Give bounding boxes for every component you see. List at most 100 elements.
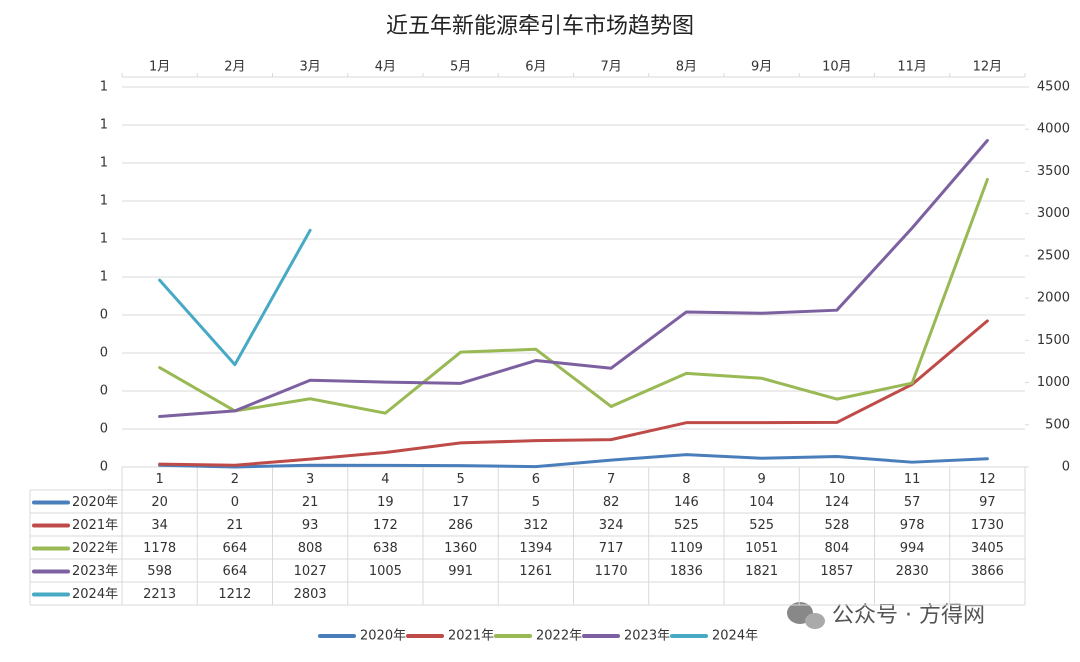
y-tick-label: 1 <box>100 232 108 247</box>
table-cell: 1178 <box>143 541 176 556</box>
x-tick-label: 5 <box>456 472 464 487</box>
table-cell: 93 <box>302 518 319 533</box>
y2-tick-label: 3000 <box>1037 206 1070 221</box>
table-cell: 1394 <box>519 541 552 556</box>
chart-title: 近五年新能源牵引车市场趋势图 <box>386 14 694 39</box>
table-cell: 3866 <box>971 564 1004 579</box>
table-cell: 1109 <box>670 541 703 556</box>
legend-label: 2021年 <box>448 629 494 644</box>
table-cell: 21 <box>227 518 244 533</box>
legend-label: 2022年 <box>536 629 582 644</box>
table-cell: 1857 <box>820 564 853 579</box>
x-tick-label: 7 <box>607 472 615 487</box>
x2-tick-label: 10月 <box>822 60 852 75</box>
table-cell: 57 <box>904 495 921 510</box>
table-cell: 104 <box>749 495 774 510</box>
table-cell: 124 <box>824 495 849 510</box>
y-tick-label: 1 <box>100 156 108 171</box>
watermark: 公众号 · 方得网 <box>787 602 985 629</box>
x-tick-label: 12 <box>979 472 996 487</box>
table-row-label: 2022年 <box>72 541 118 556</box>
table-row-label: 2023年 <box>72 564 118 579</box>
table-row-label: 2024年 <box>72 587 118 602</box>
table-cell: 2803 <box>294 587 327 602</box>
x-tick-label: 3 <box>306 472 314 487</box>
table-cell: 1836 <box>670 564 703 579</box>
table-cell: 804 <box>824 541 849 556</box>
table-cell: 2830 <box>896 564 929 579</box>
table-cell: 21 <box>302 495 319 510</box>
table-cell: 525 <box>674 518 699 533</box>
x2-tick-label: 9月 <box>751 60 772 75</box>
y2-tick-label: 1000 <box>1037 375 1070 390</box>
y2-tick-label: 1500 <box>1037 333 1070 348</box>
table-cell: 34 <box>151 518 168 533</box>
table-cell: 1212 <box>218 587 251 602</box>
y2-tick-label: 4000 <box>1037 122 1070 137</box>
table-cell: 20 <box>151 495 168 510</box>
y2-tick-label: 2500 <box>1037 248 1070 263</box>
y2-tick-label: 3500 <box>1037 164 1070 179</box>
table-cell: 324 <box>599 518 624 533</box>
table-cell: 1360 <box>444 541 477 556</box>
y-tick-label: 1 <box>100 80 108 95</box>
x2-tick-label: 6月 <box>525 60 546 75</box>
y-tick-label: 0 <box>100 422 108 437</box>
table-cell: 525 <box>749 518 774 533</box>
legend-label: 2020年 <box>360 629 406 644</box>
table-cell: 172 <box>373 518 398 533</box>
series-line <box>158 177 989 415</box>
table-cell: 991 <box>448 564 473 579</box>
table-cell: 638 <box>373 541 398 556</box>
table-cell: 1170 <box>595 564 628 579</box>
x2-tick-label: 7月 <box>600 60 621 75</box>
x-tick-label: 8 <box>682 472 690 487</box>
y-tick-label: 0 <box>100 384 108 399</box>
legend-label: 2024年 <box>712 629 758 644</box>
x-tick-label: 9 <box>757 472 765 487</box>
x-tick-label: 6 <box>532 472 540 487</box>
x2-tick-label: 1月 <box>149 60 170 75</box>
y-tick-label: 0 <box>100 346 108 361</box>
x2-tick-label: 8月 <box>676 60 697 75</box>
y-tick-label: 1 <box>100 118 108 133</box>
y-tick-label: 0 <box>100 308 108 323</box>
y-tick-label: 0 <box>100 460 108 475</box>
watermark-icon <box>805 613 825 629</box>
y2-tick-label: 2000 <box>1037 291 1070 306</box>
table-cell: 1005 <box>369 564 402 579</box>
x-tick-label: 1 <box>155 472 163 487</box>
x2-tick-label: 11月 <box>897 60 927 75</box>
x2-tick-label: 5月 <box>450 60 471 75</box>
table-cell: 1051 <box>745 541 778 556</box>
table-cell: 2213 <box>143 587 176 602</box>
table-cell: 0 <box>231 495 239 510</box>
table-cell: 664 <box>222 541 247 556</box>
x2-tick-label: 3月 <box>299 60 320 75</box>
table-cell: 97 <box>979 495 996 510</box>
table-cell: 312 <box>523 518 548 533</box>
table-cell: 17 <box>452 495 469 510</box>
y2-tick-label: 0 <box>1062 460 1070 475</box>
watermark-text: 公众号 · 方得网 <box>832 603 985 628</box>
table-cell: 1261 <box>519 564 552 579</box>
y2-tick-label: 500 <box>1045 417 1070 432</box>
table-cell: 978 <box>900 518 925 533</box>
table-row-label: 2020年 <box>72 495 118 510</box>
table-cell: 5 <box>532 495 540 510</box>
x-tick-label: 11 <box>904 472 921 487</box>
table-cell: 1821 <box>745 564 778 579</box>
series-line <box>158 228 312 367</box>
table-cell: 994 <box>900 541 925 556</box>
table-cell: 1730 <box>971 518 1004 533</box>
table-cell: 528 <box>824 518 849 533</box>
x-tick-label: 2 <box>231 472 239 487</box>
table-cell: 717 <box>599 541 624 556</box>
y2-tick-label: 4500 <box>1037 80 1070 95</box>
x-tick-label: 10 <box>829 472 846 487</box>
table-cell: 82 <box>603 495 620 510</box>
x2-tick-label: 12月 <box>973 60 1003 75</box>
x-tick-label: 4 <box>381 472 389 487</box>
